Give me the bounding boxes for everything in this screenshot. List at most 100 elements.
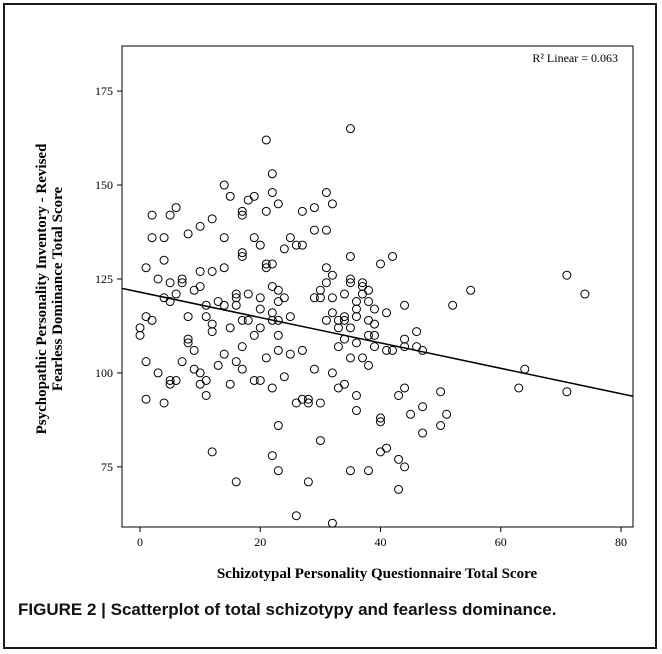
- data-point: [195, 379, 205, 389]
- data-point: [189, 345, 199, 355]
- data-point: [315, 436, 325, 446]
- data-point: [249, 233, 259, 243]
- data-point: [171, 375, 181, 385]
- data-point: [333, 383, 343, 393]
- data-point: [147, 315, 157, 325]
- data-point: [327, 293, 337, 303]
- data-point: [141, 263, 151, 273]
- y-axis-label-line1: Psychopathic Personality Inventory - Rev…: [34, 143, 50, 434]
- data-point: [267, 282, 277, 291]
- data-point: [183, 312, 193, 322]
- data-point: [153, 274, 163, 284]
- scatter-chart: 75 100 125 150 175 0 20 40 60 80 R² Linear = 0.0…: [34, 45, 634, 582]
- data-point: [339, 379, 349, 389]
- data-point: [207, 319, 217, 329]
- data-point: [285, 349, 295, 359]
- data-point: [267, 451, 277, 461]
- data-point: [219, 180, 229, 190]
- data-point: [400, 383, 410, 393]
- data-point: [436, 387, 446, 397]
- data-point: [315, 285, 325, 295]
- data-point: [171, 203, 181, 213]
- y-axis-label-line2: Fearless Dominance Total Score: [50, 187, 66, 392]
- y-tick-label: 150: [95, 178, 113, 192]
- data-point: [363, 330, 373, 340]
- data-point: [195, 221, 205, 231]
- data-point: [400, 300, 410, 310]
- data-point: [255, 323, 265, 333]
- data-point: [309, 203, 319, 213]
- data-point: [412, 327, 422, 337]
- data-point: [418, 345, 428, 355]
- data-point: [309, 293, 319, 303]
- y-tick-label: 175: [95, 84, 113, 98]
- data-point: [345, 251, 355, 261]
- data-point: [177, 278, 187, 288]
- data-point: [219, 233, 229, 243]
- data-point: [243, 315, 253, 325]
- data-point: [345, 466, 355, 476]
- data-point: [369, 319, 379, 329]
- data-point: [400, 334, 410, 344]
- data-point: [273, 297, 283, 307]
- data-point: [382, 345, 392, 355]
- data-point: [255, 304, 265, 314]
- data-point: [363, 360, 373, 370]
- data-point: [273, 466, 283, 476]
- data-point: [297, 206, 307, 216]
- data-point: [351, 406, 361, 416]
- data-point: [580, 289, 590, 299]
- data-point: [219, 263, 229, 273]
- data-point: [297, 345, 307, 355]
- data-point: [147, 210, 157, 220]
- data-point: [183, 334, 193, 344]
- data-point: [147, 233, 157, 243]
- data-point: [231, 300, 241, 310]
- data-point: [285, 233, 295, 243]
- data-point: [327, 368, 337, 378]
- data-point: [225, 191, 235, 201]
- data-point: [520, 364, 530, 374]
- data-point: [261, 135, 271, 145]
- data-point: [255, 240, 265, 250]
- data-point: [376, 417, 386, 427]
- data-point: [363, 285, 373, 295]
- data-point: [267, 308, 277, 318]
- data-point: [351, 297, 361, 307]
- data-point: [267, 188, 277, 198]
- data-point: [165, 278, 175, 288]
- data-point: [418, 428, 428, 438]
- data-point: [225, 379, 235, 389]
- data-point: [159, 398, 169, 408]
- data-point: [189, 364, 199, 374]
- x-tick-label: 40: [375, 535, 387, 549]
- data-point: [369, 342, 379, 352]
- data-point: [315, 398, 325, 408]
- data-point: [243, 289, 253, 299]
- data-point: [291, 240, 301, 250]
- data-point: [231, 357, 241, 367]
- data-point: [183, 229, 193, 239]
- data-point: [345, 274, 355, 284]
- plot-area: [121, 45, 634, 528]
- fit-line: [121, 287, 634, 397]
- data-point: [369, 304, 379, 314]
- data-point: [141, 394, 151, 404]
- data-point: [345, 353, 355, 363]
- data-point: [279, 293, 289, 303]
- data-point: [135, 330, 145, 340]
- data-point: [135, 323, 145, 333]
- data-point: [333, 323, 343, 333]
- data-point: [357, 289, 367, 299]
- data-point: [297, 240, 307, 250]
- data-point: [141, 357, 151, 367]
- data-point: [351, 338, 361, 348]
- data-point: [219, 300, 229, 310]
- data-point: [237, 206, 247, 216]
- data-point: [237, 251, 247, 261]
- data-point: [363, 297, 373, 307]
- data-point: [303, 477, 313, 487]
- data-point: [165, 210, 175, 220]
- data-point: [357, 278, 367, 288]
- data-point: [321, 263, 331, 273]
